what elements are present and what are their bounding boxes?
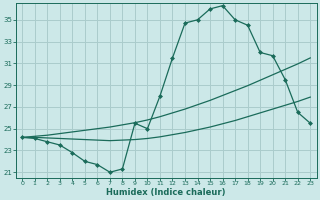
X-axis label: Humidex (Indice chaleur): Humidex (Indice chaleur) (107, 188, 226, 197)
